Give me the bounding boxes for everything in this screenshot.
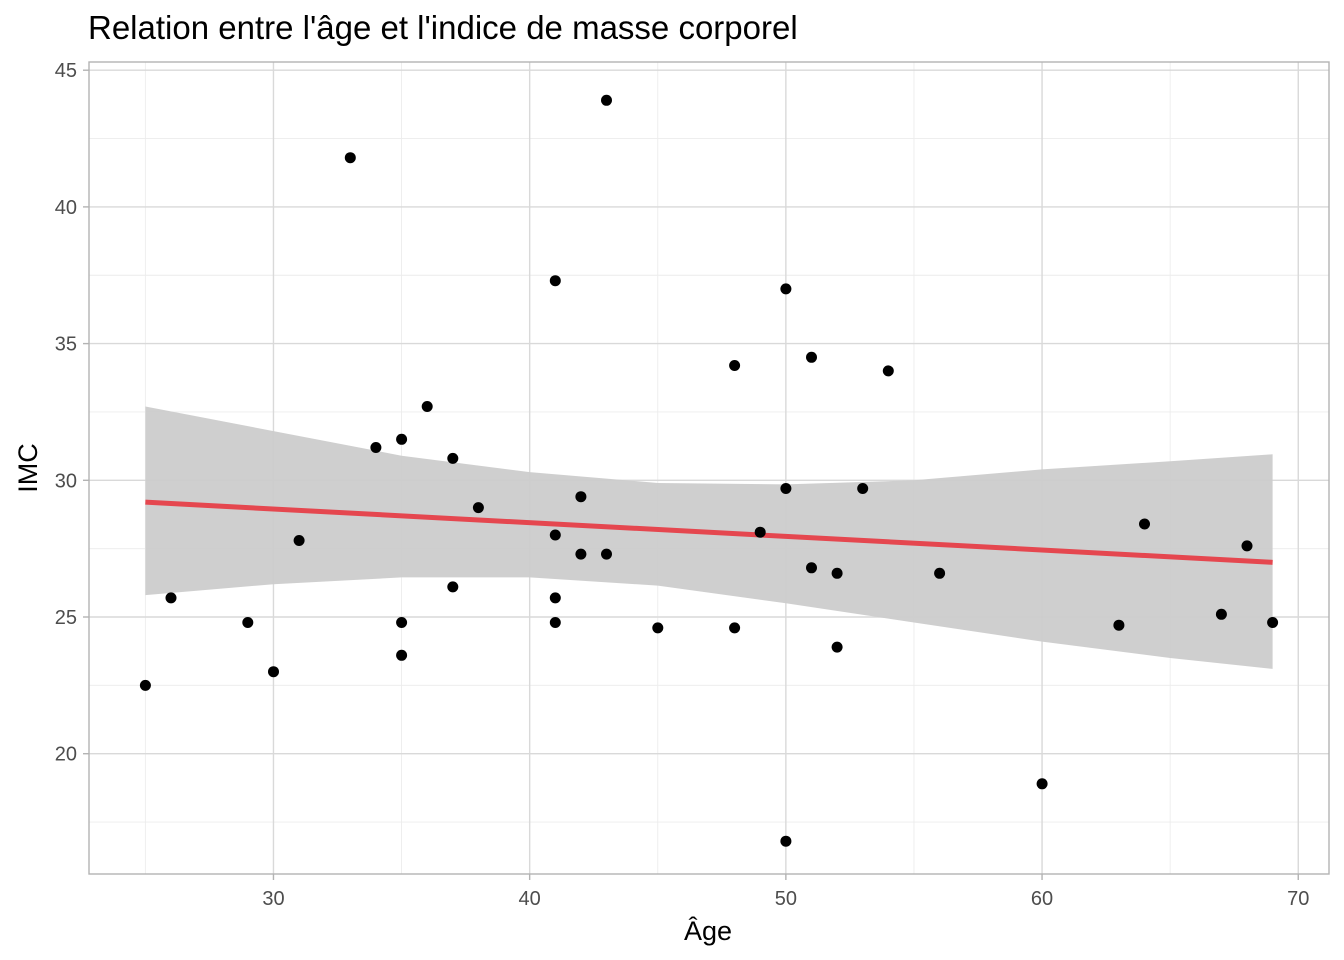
data-point bbox=[601, 548, 612, 560]
data-point bbox=[447, 581, 459, 593]
data-point bbox=[857, 483, 869, 494]
data-point bbox=[575, 548, 587, 560]
data-point bbox=[165, 592, 177, 604]
y-tick-label: 45 bbox=[55, 60, 77, 82]
data-point bbox=[268, 666, 279, 678]
data-point bbox=[831, 567, 843, 579]
data-point bbox=[780, 835, 792, 847]
data-point bbox=[421, 401, 433, 412]
data-point bbox=[549, 592, 561, 604]
data-point bbox=[806, 562, 817, 574]
data-point bbox=[806, 351, 817, 363]
x-tick-label: 70 bbox=[1287, 888, 1309, 910]
data-point bbox=[447, 452, 459, 464]
data-point bbox=[1241, 540, 1253, 552]
x-tick-label: 40 bbox=[519, 888, 541, 910]
y-tick-label: 20 bbox=[55, 744, 77, 766]
data-point bbox=[344, 152, 356, 164]
data-point bbox=[396, 649, 408, 661]
data-point bbox=[780, 283, 792, 295]
confidence-band bbox=[145, 406, 1273, 669]
data-point bbox=[652, 622, 664, 634]
chart-title: Relation entre l'âge et l'indice de mass… bbox=[88, 9, 798, 46]
plot-panel bbox=[88, 61, 1330, 875]
data-point bbox=[549, 617, 561, 628]
data-point bbox=[729, 622, 741, 634]
data-point bbox=[472, 502, 484, 514]
y-tick-label: 35 bbox=[55, 334, 77, 356]
data-points bbox=[139, 94, 1279, 847]
data-point bbox=[549, 275, 561, 287]
data-point bbox=[780, 483, 792, 494]
y-tick-label: 25 bbox=[55, 607, 77, 629]
x-axis-ticks: 30 40 50 60 70 bbox=[262, 874, 1309, 910]
x-axis-title: Âge bbox=[684, 915, 732, 946]
data-point bbox=[729, 360, 741, 371]
data-point bbox=[601, 94, 612, 106]
x-tick-label: 60 bbox=[1031, 888, 1053, 910]
data-point bbox=[396, 433, 408, 445]
data-point bbox=[754, 526, 766, 538]
y-axis-ticks: 20 25 30 35 40 45 bbox=[55, 60, 89, 766]
data-point bbox=[396, 617, 408, 628]
x-tick-label: 50 bbox=[775, 888, 797, 910]
data-point bbox=[370, 442, 382, 453]
data-point bbox=[139, 679, 151, 691]
data-point bbox=[549, 529, 561, 541]
data-point bbox=[575, 491, 587, 503]
data-point bbox=[934, 567, 946, 579]
data-point bbox=[1036, 778, 1048, 790]
data-point bbox=[293, 535, 305, 546]
y-tick-label: 30 bbox=[55, 470, 77, 492]
data-point bbox=[242, 617, 254, 628]
data-point bbox=[1267, 617, 1279, 628]
data-point bbox=[1215, 608, 1227, 620]
y-axis-title: IMC bbox=[13, 443, 43, 493]
x-tick-label: 30 bbox=[262, 888, 284, 910]
data-point bbox=[1139, 518, 1150, 530]
data-point bbox=[1113, 619, 1125, 631]
regression-line bbox=[145, 499, 1273, 565]
y-tick-label: 40 bbox=[55, 197, 77, 219]
data-point bbox=[831, 641, 843, 653]
data-point bbox=[882, 365, 894, 377]
